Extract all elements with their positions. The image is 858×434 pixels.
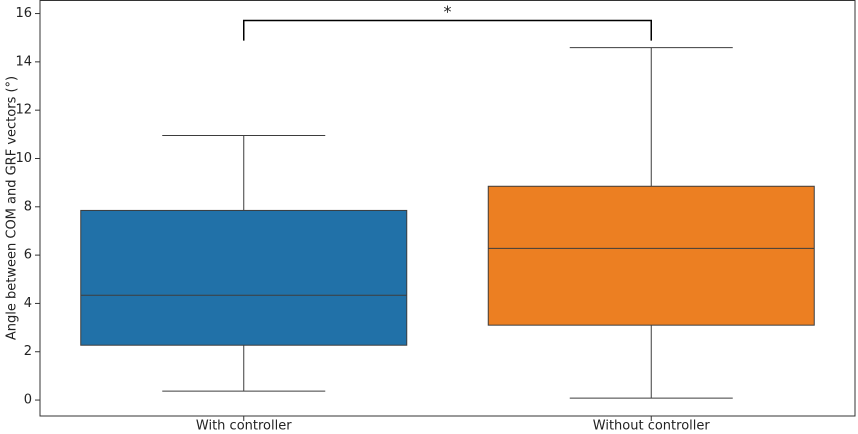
significance-label: * bbox=[444, 2, 452, 21]
x-tick-label: With controller bbox=[196, 419, 292, 434]
significance-bracket bbox=[243, 19, 652, 41]
y-tick-label: 14 bbox=[15, 54, 32, 69]
y-axis-label: Angle between COM and GRF vectors (°) bbox=[5, 76, 20, 340]
box bbox=[487, 185, 815, 326]
plot-frame bbox=[39, 0, 856, 417]
y-tick-label: 4 bbox=[24, 296, 32, 311]
y-tick-label: 2 bbox=[24, 344, 32, 359]
y-tick-label: 10 bbox=[15, 151, 32, 166]
y-tick-label: 0 bbox=[24, 393, 32, 408]
y-tick-label: 12 bbox=[15, 103, 32, 118]
x-tick-label: Without controller bbox=[593, 419, 711, 434]
y-tick-label: 6 bbox=[24, 248, 32, 263]
y-tick-label: 8 bbox=[24, 199, 32, 214]
box bbox=[80, 209, 408, 346]
y-tick-label: 16 bbox=[15, 6, 32, 21]
